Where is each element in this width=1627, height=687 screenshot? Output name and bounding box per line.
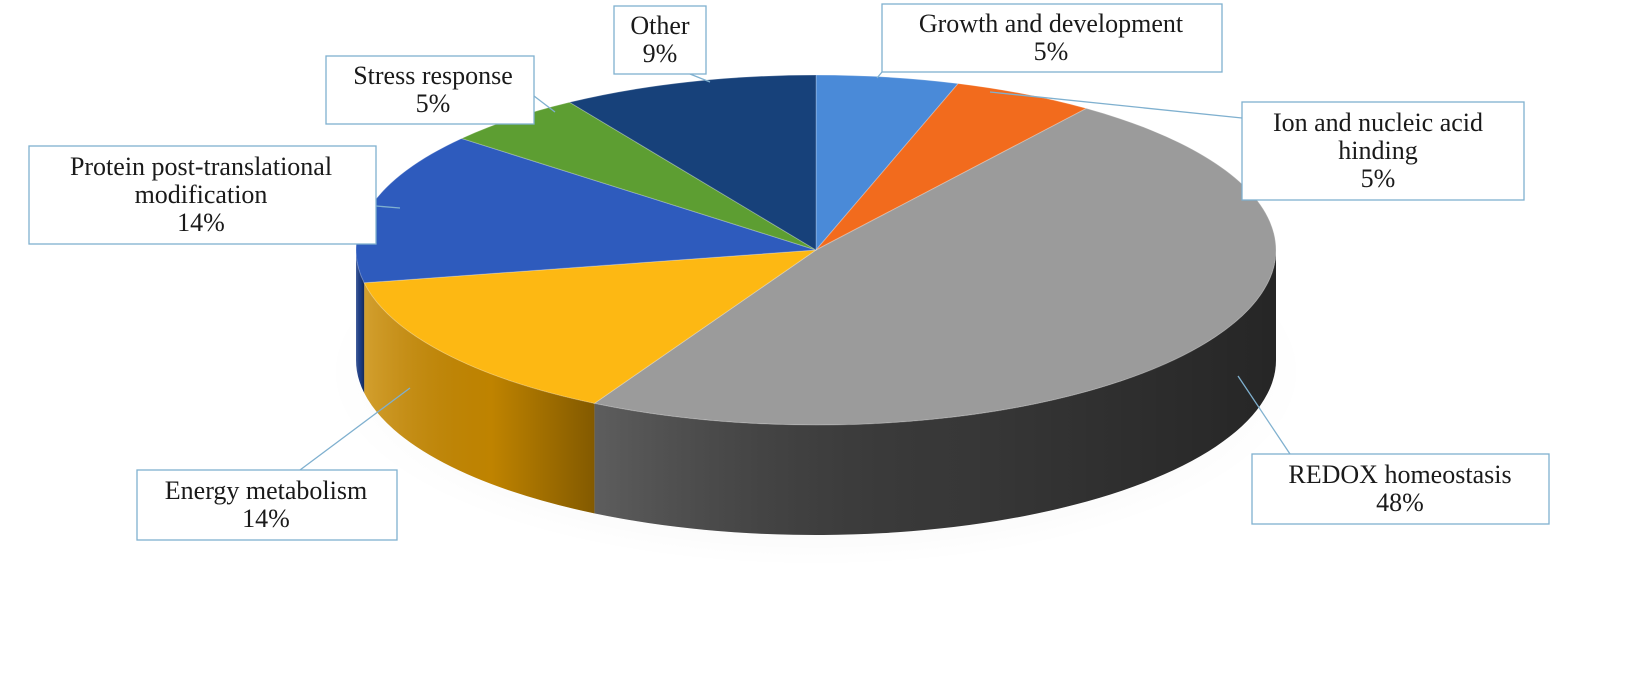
leader-line	[299, 387, 411, 471]
leader-line	[533, 95, 556, 113]
data-label-category: modification	[135, 180, 268, 209]
pie-top-faces	[355, 74, 1277, 426]
data-label-category: Protein post-translational	[70, 152, 332, 181]
data-label-value: 9%	[643, 39, 678, 68]
leader-line	[876, 71, 883, 79]
data-label-protein-post-translational-modification: Protein post-translationalmodification14…	[28, 145, 401, 245]
data-label-box	[1241, 101, 1525, 201]
leader-line	[689, 73, 711, 83]
data-label-category: Energy metabolism	[165, 476, 367, 505]
data-label-box	[325, 55, 535, 125]
data-label-category: Growth and development	[919, 9, 1184, 38]
data-label-category: REDOX homeostasis	[1288, 460, 1511, 489]
pie-side-shading	[364, 282, 595, 514]
data-label-value: 14%	[177, 208, 225, 237]
leader-line	[375, 205, 401, 209]
data-label-category: hinding	[1338, 136, 1417, 165]
data-label-category: Stress response	[353, 61, 513, 90]
data-label-value: 48%	[1376, 488, 1424, 517]
data-label-value: 14%	[242, 504, 290, 533]
pie-side-walls	[356, 250, 1276, 535]
data-label-box	[613, 5, 707, 75]
pie-side-shading	[594, 250, 1276, 535]
data-label-box	[136, 469, 398, 541]
data-label-box	[28, 145, 377, 245]
data-label-box	[881, 3, 1223, 73]
data-label-value: 5%	[1361, 164, 1396, 193]
leader-line	[1237, 375, 1291, 455]
data-label-value: 5%	[416, 89, 451, 118]
pie-slice-growth-and-development	[815, 74, 960, 252]
pie-slice-ion-and-nucleic-acid-hinding	[815, 83, 1088, 251]
data-label-box	[1251, 453, 1550, 525]
data-label-value: 5%	[1034, 37, 1069, 66]
pie-slice-redox-homeostasis	[593, 107, 1277, 426]
pie-slice-other	[568, 74, 817, 251]
data-label-category: Ion and nucleic acid	[1273, 108, 1483, 137]
pie-side-shading	[356, 250, 365, 393]
pie-slice-energy-metabolism	[363, 249, 818, 404]
data-label-category: Other	[630, 11, 690, 40]
leader-line	[989, 91, 1243, 119]
